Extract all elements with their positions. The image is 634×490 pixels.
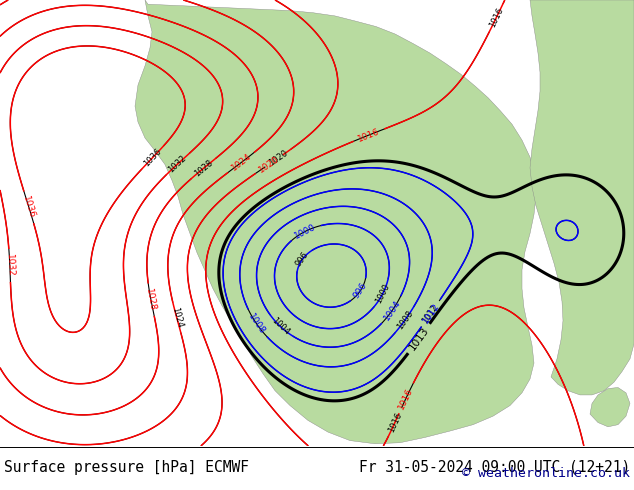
Polygon shape — [135, 0, 536, 444]
Text: 1016: 1016 — [356, 126, 381, 144]
Text: 1028: 1028 — [145, 288, 157, 312]
Text: 1000: 1000 — [293, 222, 318, 241]
Text: 1004: 1004 — [382, 298, 403, 322]
Text: 1008: 1008 — [395, 309, 415, 331]
Text: 1004: 1004 — [269, 316, 291, 337]
Polygon shape — [530, 0, 634, 395]
Text: 1013: 1013 — [407, 325, 430, 352]
Text: 1012: 1012 — [421, 301, 441, 325]
Text: 1028: 1028 — [193, 158, 214, 178]
Text: 1032: 1032 — [5, 254, 15, 277]
Text: 1020: 1020 — [257, 154, 281, 174]
Text: 1012: 1012 — [421, 303, 440, 325]
Text: 1024: 1024 — [230, 152, 253, 173]
Text: 1016: 1016 — [397, 386, 415, 411]
Text: 1016: 1016 — [488, 6, 505, 29]
Text: Fr 31-05-2024 09:00 UTC (12+21): Fr 31-05-2024 09:00 UTC (12+21) — [359, 460, 630, 475]
Text: 1020: 1020 — [267, 148, 289, 168]
Text: 1000: 1000 — [374, 282, 391, 305]
Text: 1036: 1036 — [21, 195, 37, 220]
Text: 996: 996 — [352, 281, 369, 300]
Text: 996: 996 — [294, 250, 311, 269]
Polygon shape — [590, 388, 630, 427]
Text: 1032: 1032 — [167, 153, 188, 174]
Text: 1036: 1036 — [142, 147, 163, 169]
Text: Surface pressure [hPa] ECMWF: Surface pressure [hPa] ECMWF — [4, 460, 249, 475]
Text: 1024: 1024 — [170, 306, 184, 329]
Text: 1008: 1008 — [247, 312, 267, 336]
Text: 1016: 1016 — [387, 411, 404, 434]
Text: © weatheronline.co.uk: © weatheronline.co.uk — [462, 467, 630, 480]
